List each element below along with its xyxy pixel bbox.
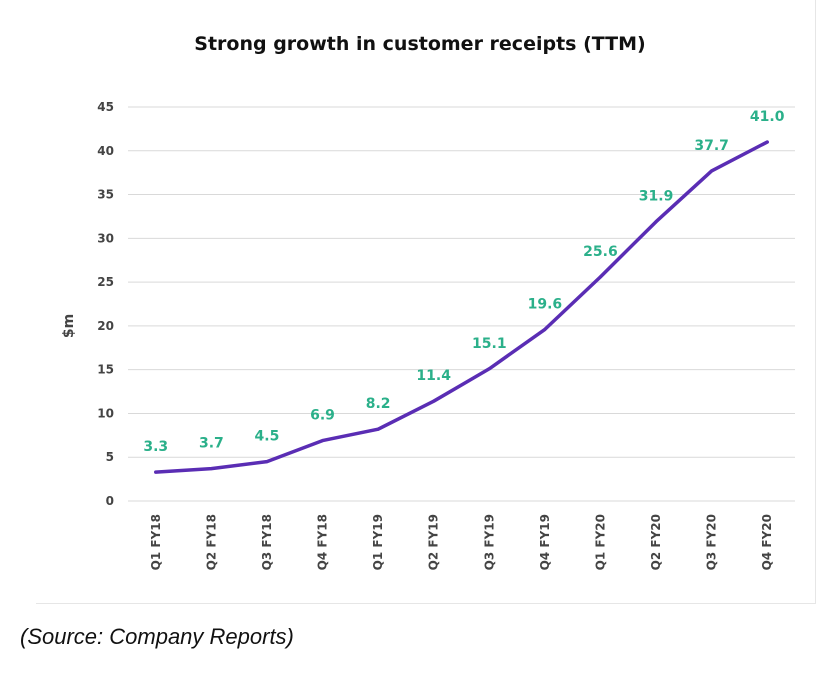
x-tick-label: Q4 FY18 (316, 514, 330, 570)
data-label: 19.6 (528, 296, 563, 312)
x-tick-label: Q3 FY18 (260, 514, 274, 570)
data-label: 15.1 (472, 336, 507, 352)
data-line (154, 140, 769, 474)
data-point (598, 275, 602, 279)
x-tick-label: Q4 FY19 (538, 514, 552, 570)
data-point (376, 427, 380, 431)
data-label: 4.5 (255, 429, 280, 445)
data-point (432, 399, 436, 403)
data-label: 11.4 (416, 368, 451, 384)
data-label: 8.2 (366, 396, 391, 412)
x-tick-label: Q1 FY18 (149, 514, 163, 570)
x-tick-label: Q2 FY19 (427, 514, 441, 570)
x-tick-label: Q2 FY18 (204, 514, 218, 570)
x-tick-label: Q3 FY20 (705, 514, 719, 570)
data-point (321, 439, 325, 443)
data-label: 6.9 (310, 408, 335, 424)
data-point (654, 220, 658, 224)
y-tick-label: 40 (97, 144, 114, 158)
chart-frame (36, 0, 816, 604)
y-tick-label: 25 (97, 275, 114, 289)
y-tick-label: 15 (97, 363, 114, 377)
x-tick-label: Q1 FY20 (593, 514, 607, 570)
data-point (543, 327, 547, 331)
data-label: 3.3 (143, 439, 168, 455)
y-tick-label: 0 (106, 494, 114, 508)
data-label: 37.7 (694, 138, 729, 154)
data-point (265, 460, 269, 464)
data-point (487, 367, 491, 371)
data-label: 25.6 (583, 244, 618, 260)
data-point (209, 467, 213, 471)
x-tick-label: Q3 FY19 (482, 514, 496, 570)
y-tick-label: 20 (97, 319, 114, 333)
y-axis-label: $m (61, 314, 77, 338)
data-label: 31.9 (639, 189, 674, 205)
y-tick-label: 10 (97, 406, 114, 420)
data-label: 41.0 (750, 109, 785, 125)
x-tick-label: Q4 FY20 (760, 514, 774, 570)
y-tick-label: 30 (97, 231, 114, 245)
data-label: 3.7 (199, 436, 224, 452)
y-tick-label: 5 (106, 450, 114, 464)
data-point (765, 140, 769, 144)
data-point (710, 169, 714, 173)
source-caption: (Source: Company Reports) (20, 624, 294, 649)
data-point (154, 470, 158, 474)
x-tick-label: Q1 FY19 (371, 514, 385, 570)
chart-title: Strong growth in customer receipts (TTM) (194, 33, 646, 55)
y-tick-label: 35 (97, 188, 114, 202)
y-tick-label: 45 (97, 100, 114, 114)
x-tick-label: Q2 FY20 (649, 514, 663, 570)
